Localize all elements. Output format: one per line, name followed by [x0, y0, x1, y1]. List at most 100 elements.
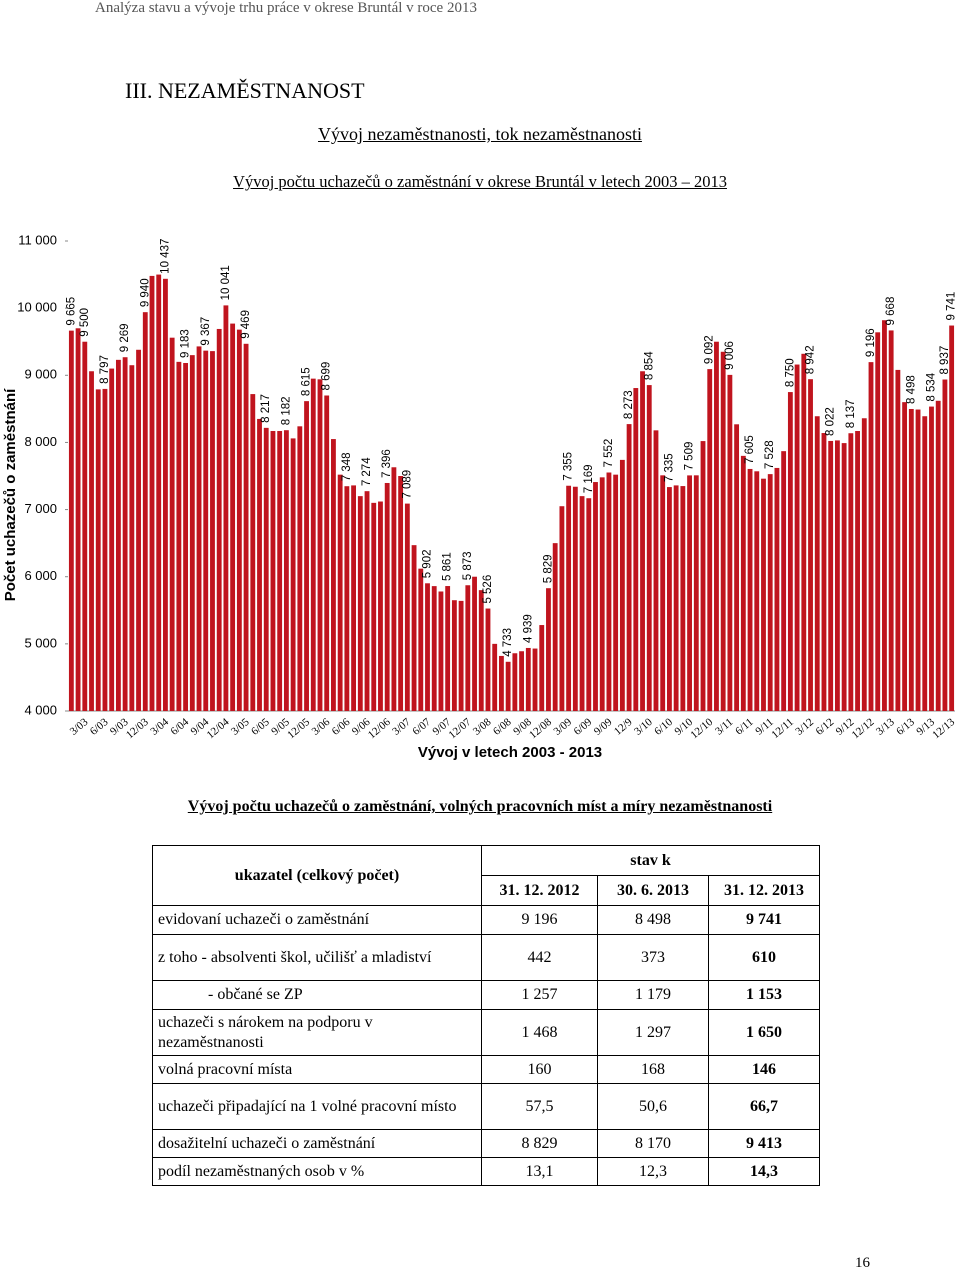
data-label: 8 750	[784, 358, 796, 387]
table-row: volná pracovní místa 160 168 146	[152, 1055, 820, 1084]
y-axis-title: Počet uchazečů o zaměstnání	[2, 388, 19, 601]
bar	[586, 498, 592, 711]
bar	[942, 379, 948, 711]
bar	[687, 475, 692, 711]
table-cell: 610	[708, 934, 820, 981]
table-cell: uchazeči s nárokem na podporu v nezaměst…	[152, 1009, 482, 1056]
table-cell: 9 741	[708, 905, 820, 935]
bar	[102, 388, 108, 711]
table-cell: z toho - absolventi škol, učilišť a mlad…	[152, 934, 482, 981]
bar	[337, 474, 343, 711]
y-tick-label: 11 000	[18, 232, 57, 247]
bar	[250, 394, 256, 711]
x-tick-label: 3/07	[390, 716, 413, 738]
bar	[525, 647, 531, 711]
bar	[861, 418, 867, 711]
table-cell: 8 498	[597, 905, 709, 935]
x-tick-label: 6/13	[894, 716, 917, 738]
table-cell: 146	[708, 1055, 820, 1084]
bar	[263, 427, 269, 711]
x-tick-label: 3/03	[68, 716, 91, 738]
table-cell: 1 468	[481, 1009, 598, 1056]
table-cell: podíl nezaměstnaných osob v %	[152, 1157, 482, 1186]
data-label: 7 605	[744, 435, 756, 464]
bar	[68, 330, 74, 711]
data-label: 8 942	[805, 345, 817, 374]
x-tick-label: 3/06	[310, 716, 333, 738]
bar	[331, 439, 336, 711]
bar	[290, 438, 296, 711]
bar	[902, 402, 908, 711]
data-label: 7 528	[764, 440, 776, 469]
bar	[89, 371, 94, 711]
bar	[485, 608, 491, 711]
data-label: 5 829	[542, 554, 554, 583]
bar	[149, 275, 155, 711]
bar	[761, 478, 766, 711]
bar	[277, 431, 283, 711]
bar	[216, 328, 222, 711]
bar	[324, 395, 330, 711]
data-label: 7 509	[684, 442, 696, 471]
bar	[895, 369, 901, 711]
bar	[210, 351, 215, 711]
bar	[707, 369, 713, 711]
bar	[882, 320, 887, 711]
y-tick-label: 7 000	[24, 501, 57, 516]
bar	[640, 371, 645, 711]
data-label: 9 196	[865, 328, 877, 357]
table-row: dosažitelní uchazeči o zaměstnání 8 829 8 …	[152, 1129, 820, 1158]
y-tick-label: 9 000	[24, 367, 57, 382]
x-tick-label: 12/11	[769, 716, 796, 741]
chart-title: Vývoj počtu uchazečů o zaměstnání v okre…	[233, 172, 727, 191]
table-cell: 14,3	[708, 1157, 820, 1186]
x-tick-label: 6/08	[491, 716, 514, 738]
table-row: evidovaní uchazeči o zaměstnání 9 196 8 49…	[152, 905, 820, 935]
data-label: 9 668	[885, 297, 897, 326]
bar	[223, 305, 229, 711]
x-tick-label: 6/03	[88, 716, 111, 738]
data-label: 9 940	[139, 278, 151, 307]
bar	[398, 476, 404, 711]
x-tick-label: 3/04	[148, 716, 171, 738]
bar	[781, 451, 787, 711]
bar	[458, 600, 464, 711]
bar	[599, 477, 605, 711]
data-label: 8 137	[845, 399, 857, 428]
data-label: 8 273	[623, 390, 635, 419]
bar	[445, 586, 451, 711]
table-row: podíl nezaměstnaných osob v % 13,1 12,3 14,…	[152, 1157, 820, 1186]
table-cell: 57,5	[481, 1083, 598, 1130]
data-label: 7 552	[603, 439, 615, 468]
bar	[680, 486, 686, 711]
table-cell: 373	[597, 934, 709, 981]
bar	[848, 433, 854, 711]
bar	[371, 502, 377, 711]
bar	[929, 406, 934, 711]
bar	[821, 433, 827, 711]
table-cell: volná pracovní místa	[152, 1055, 482, 1084]
table-cell: 13,1	[481, 1157, 598, 1186]
bar	[317, 379, 323, 711]
bar	[714, 341, 719, 711]
data-label: 5 526	[482, 575, 494, 604]
x-tick-label: 6/05	[249, 716, 272, 738]
bar	[472, 576, 477, 711]
bar	[767, 474, 773, 711]
x-tick-label: 6/10	[652, 716, 675, 738]
page-header: Analýza stavu a vývoje trhu práce v okre…	[95, 0, 477, 16]
data-label: 5 873	[462, 551, 474, 580]
data-label: 8 182	[280, 396, 292, 425]
data-label: 7 335	[663, 453, 675, 482]
bar	[176, 361, 182, 711]
table-cell: 1 297	[597, 1009, 709, 1056]
bar	[593, 482, 598, 711]
table-cell: stav k	[481, 845, 820, 876]
bar	[364, 491, 370, 711]
bar	[888, 330, 894, 711]
x-tick-label: 12/10	[688, 716, 715, 742]
bar	[236, 329, 242, 711]
data-label: 7 396	[381, 449, 393, 478]
bar	[740, 455, 746, 711]
